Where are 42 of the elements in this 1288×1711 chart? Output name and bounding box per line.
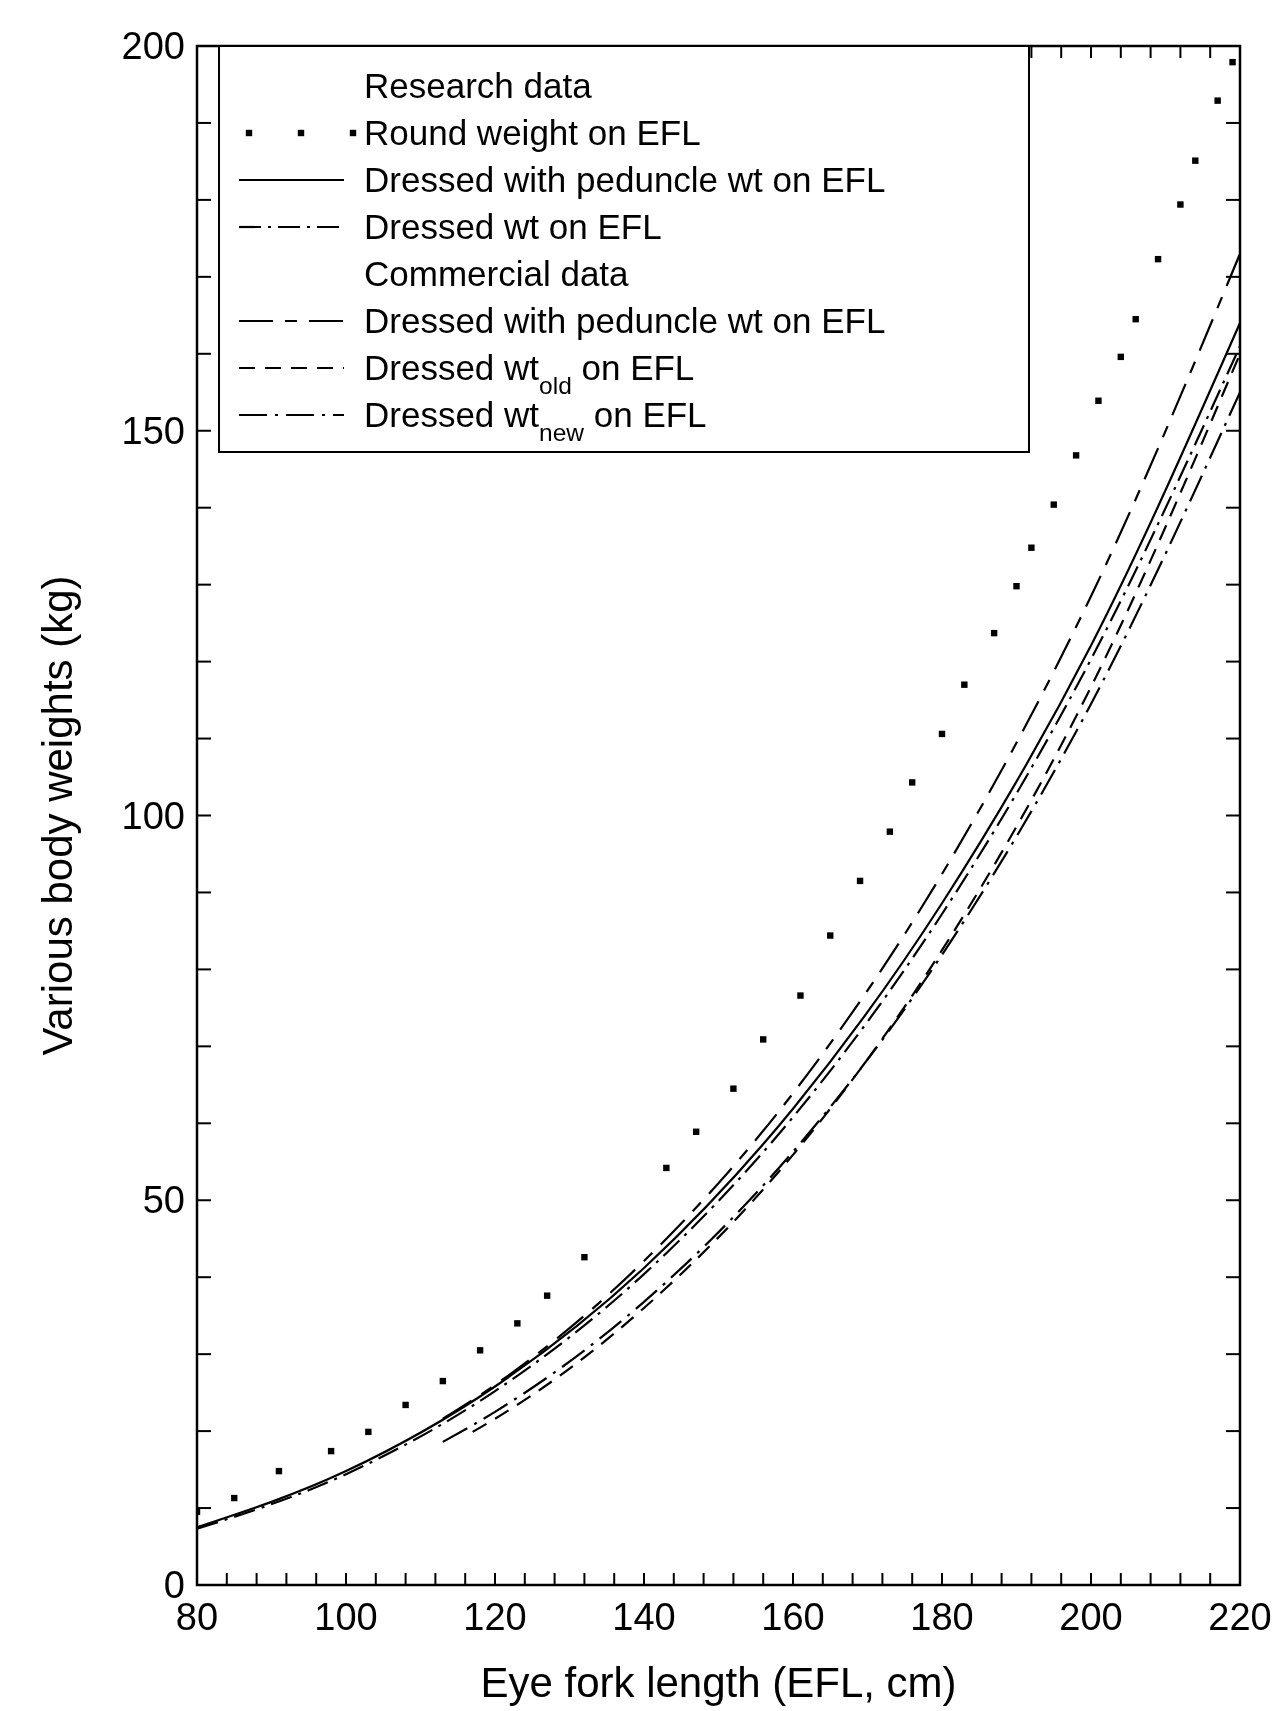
point <box>1095 397 1102 404</box>
x-tick-label: 180 <box>910 1596 974 1638</box>
point <box>1177 201 1184 208</box>
x-tick-label: 100 <box>314 1596 378 1638</box>
x-tick-label: 200 <box>1059 1596 1123 1638</box>
point <box>365 1428 372 1436</box>
annotation: Research data <box>364 66 593 105</box>
x-tick-label: 140 <box>612 1596 676 1638</box>
point <box>514 1320 521 1327</box>
x-axis-title: Eye fork length (EFL, cm) <box>480 1659 957 1706</box>
point <box>760 1036 767 1043</box>
point <box>1050 501 1057 508</box>
x-tick-label: 220 <box>1208 1596 1272 1638</box>
annotation: Commercial data <box>364 254 630 293</box>
legend-label: Dressed with peduncle wt on EFL <box>364 160 886 199</box>
point <box>1229 58 1236 66</box>
legend-label: Dressed with peduncle wt on EFL <box>364 301 886 340</box>
point <box>961 681 968 688</box>
point <box>1072 452 1080 459</box>
y-axis-title: Various body weights (kg) <box>34 575 81 1056</box>
point <box>1013 582 1020 590</box>
y-tick-label: 50 <box>142 1179 185 1222</box>
y-tick-label: 150 <box>121 409 185 452</box>
point <box>1192 157 1199 164</box>
x-tick-label: 120 <box>463 1596 527 1638</box>
y-tick-label: 100 <box>121 794 185 837</box>
y-tick-label: 200 <box>121 25 185 67</box>
legend-label: Dressed wt on EFL <box>364 207 662 246</box>
point <box>402 1401 409 1409</box>
point <box>886 828 894 835</box>
point <box>827 932 834 939</box>
point <box>730 1085 737 1092</box>
point <box>543 1292 551 1299</box>
legend-label: Round weight on EFL <box>364 113 701 152</box>
point <box>581 1253 588 1261</box>
point <box>476 1347 484 1354</box>
point <box>797 992 804 999</box>
point <box>1214 97 1221 104</box>
point <box>663 1164 670 1172</box>
point <box>1028 544 1035 551</box>
x-tick-label: 160 <box>761 1596 825 1638</box>
point <box>909 779 916 786</box>
